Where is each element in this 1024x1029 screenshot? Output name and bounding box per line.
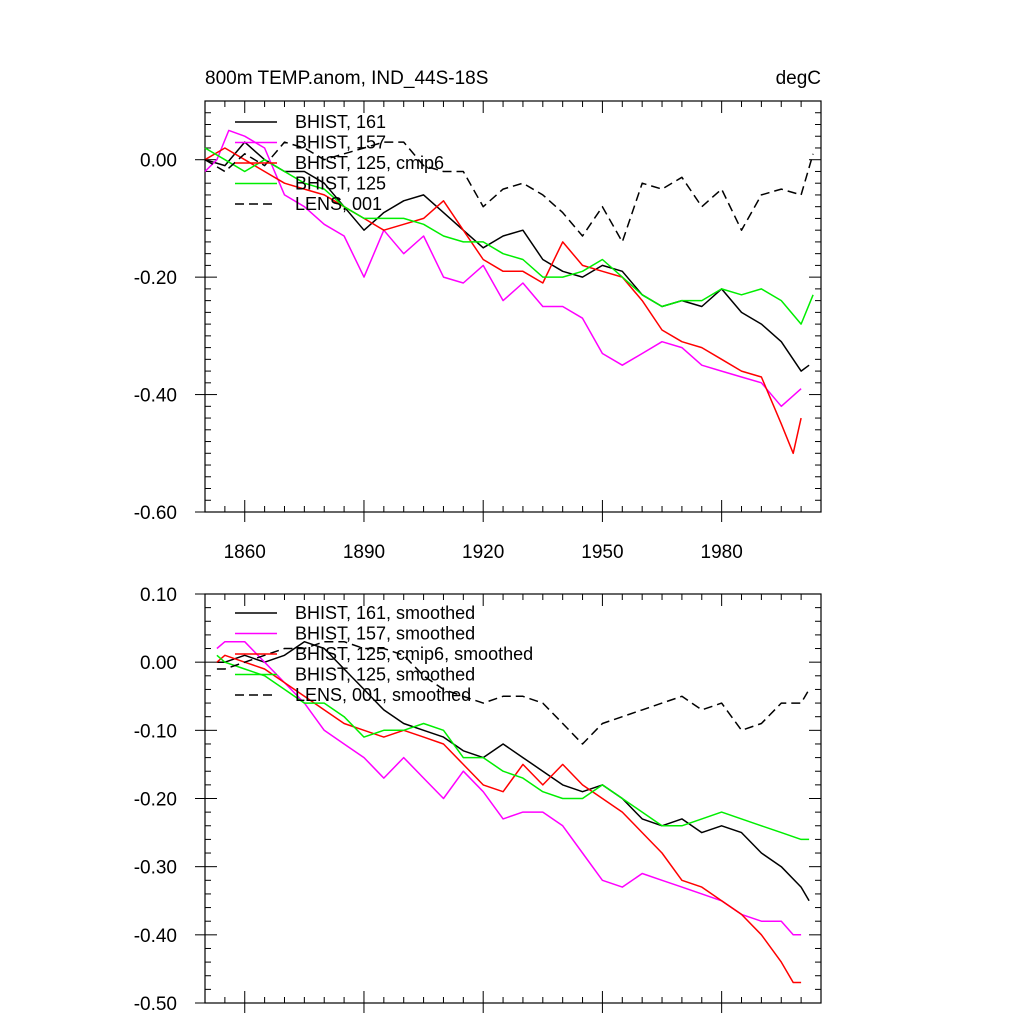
legend-label: BHIST, 125, smoothed — [295, 665, 475, 685]
legend-label: LENS, 001, smoothed — [295, 685, 471, 705]
series-line-4 — [216, 640, 810, 745]
series-line-3 — [216, 654, 810, 841]
y-tick-label: 0.00 — [140, 653, 177, 674]
legend-label: BHIST, 125, cmip6, smoothed — [295, 644, 533, 664]
legend-label: LENS, 001 — [295, 194, 382, 214]
y-tick-label: 0.10 — [140, 585, 177, 606]
legend-label: BHIST, 161 — [295, 112, 386, 132]
plot-frame — [204, 100, 822, 513]
x-tick-label: 1980 — [701, 542, 743, 563]
legend-label: BHIST, 125 — [295, 174, 386, 194]
legend-label: BHIST, 157 — [295, 133, 386, 153]
y-tick-label: -0.30 — [134, 858, 177, 879]
series-line-3 — [204, 147, 814, 325]
series-line-2 — [216, 654, 802, 984]
x-tick-label: 1890 — [343, 542, 385, 563]
series-line-4 — [204, 141, 814, 243]
y-tick-label: 0.00 — [140, 151, 177, 172]
legend-label: BHIST, 161, smoothed — [295, 603, 475, 623]
legend-label: BHIST, 157, smoothed — [295, 624, 475, 644]
y-tick-label: -0.40 — [134, 386, 177, 407]
series-line-1 — [204, 129, 802, 408]
series-line-0 — [216, 640, 810, 902]
legend-label: BHIST, 125, cmip6 — [295, 153, 444, 173]
y-tick-label: -0.20 — [134, 790, 177, 811]
x-tick-label: 1920 — [462, 542, 504, 563]
y-tick-label: -0.20 — [134, 268, 177, 289]
x-tick-label: 1950 — [581, 542, 623, 563]
top-panel: 1860 1890 1920 1950 1980 0.00 -0.20 -0.40 -0.60 B… — [134, 100, 822, 563]
series-line-1 — [216, 640, 802, 936]
y-tick-label: -0.60 — [134, 503, 177, 524]
bottom-panel: 0.10 0.00 -0.10 -0.20 -0.30 -0.40 -0.50 BHIST, … — [134, 585, 822, 1015]
series-line-0 — [204, 141, 810, 372]
y-tick-label: -0.40 — [134, 926, 177, 947]
y-tick-label: -0.50 — [134, 994, 177, 1015]
chart-title: 800m TEMP.anom, IND_44S-18S — [205, 68, 488, 89]
y-tick-label: -0.10 — [134, 721, 177, 742]
x-tick-label: 1860 — [224, 542, 266, 563]
chart-units: degC — [776, 68, 821, 89]
series-line-2 — [204, 147, 802, 455]
